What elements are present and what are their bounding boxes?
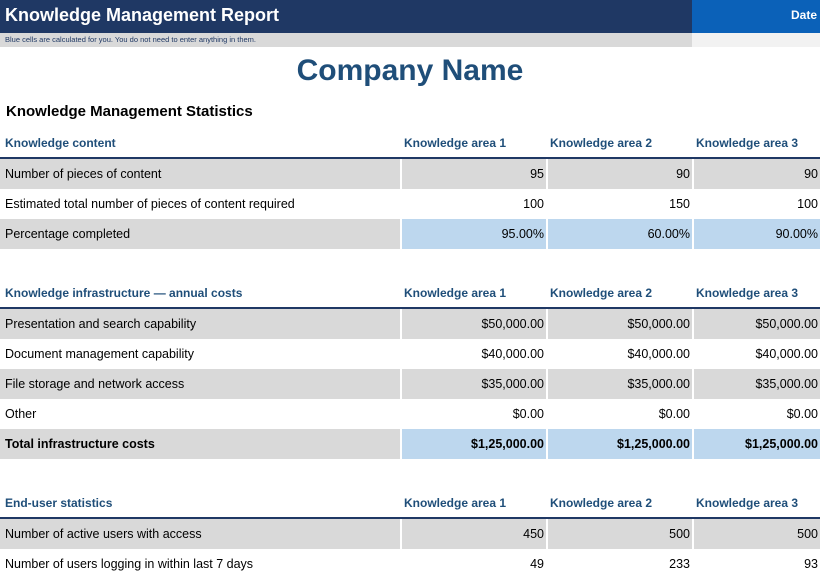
infrastructure-costs-table: Knowledge infrastructure — annual costs … xyxy=(0,279,820,459)
row-label: Number of pieces of content xyxy=(0,159,400,189)
table-row: Estimated total number of pieces of cont… xyxy=(0,189,820,219)
date-cell[interactable]: Date xyxy=(692,0,820,33)
data-cell[interactable]: $50,000.00 xyxy=(402,309,546,339)
data-cell[interactable]: $0.00 xyxy=(786,407,818,421)
header-cell: Knowledge content xyxy=(5,136,116,150)
table-row: Other $0.00 $0.00 $0.00 xyxy=(0,399,820,429)
knowledge-content-table: Knowledge content Knowledge area 1 Knowl… xyxy=(0,129,820,249)
data-cell[interactable]: 100 xyxy=(523,197,544,211)
header-cell: Knowledge area 1 xyxy=(404,136,507,150)
header-cell: Knowledge area 2 xyxy=(550,496,653,510)
row-label: Presentation and search capability xyxy=(0,309,400,339)
header-cell: Knowledge area 1 xyxy=(404,496,507,510)
end-user-statistics-table: End-user statistics Knowledge area 1 Kno… xyxy=(0,489,820,579)
data-cell[interactable]: 500 xyxy=(694,519,820,549)
table-header-row: Knowledge infrastructure — annual costs … xyxy=(0,279,820,309)
table-row: Percentage completed 95.00% 60.00% 90.00… xyxy=(0,219,820,249)
section-title: Knowledge Management Statistics xyxy=(6,103,253,120)
company-name[interactable]: Company Name xyxy=(296,54,524,87)
table-header-row: End-user statistics Knowledge area 1 Kno… xyxy=(0,489,820,519)
data-cell[interactable]: 93 xyxy=(804,557,818,571)
row-label: Number of active users with access xyxy=(0,519,400,549)
row-label: Number of users logging in within last 7… xyxy=(5,557,254,571)
data-cell[interactable]: $40,000.00 xyxy=(627,347,690,361)
note-band-right xyxy=(692,33,820,47)
data-cell[interactable]: 90 xyxy=(694,159,820,189)
data-cell[interactable]: 233 xyxy=(669,557,690,571)
data-cell[interactable]: 90 xyxy=(548,159,692,189)
calculated-cell: $1,25,000.00 xyxy=(548,429,692,459)
table-row: File storage and network access $35,000.… xyxy=(0,369,820,399)
table-header-row: Knowledge content Knowledge area 1 Knowl… xyxy=(0,129,820,159)
table-row: Number of users logging in within last 7… xyxy=(0,549,820,579)
data-cell[interactable]: 150 xyxy=(669,197,690,211)
data-cell[interactable]: 49 xyxy=(530,557,544,571)
header-cell: Knowledge area 3 xyxy=(696,286,799,300)
date-label: Date xyxy=(790,8,817,22)
table-row: Presentation and search capability $50,0… xyxy=(0,309,820,339)
table-row: Number of pieces of content 95 90 90 xyxy=(0,159,820,189)
data-cell[interactable]: 95 xyxy=(402,159,546,189)
data-cell[interactable]: $40,000.00 xyxy=(755,347,818,361)
header-cell: Knowledge area 1 xyxy=(404,286,507,300)
row-label: Other xyxy=(5,407,37,421)
data-cell[interactable]: $35,000.00 xyxy=(694,369,820,399)
row-label: Estimated total number of pieces of cont… xyxy=(5,197,295,211)
report-banner: Knowledge Management Report xyxy=(0,0,820,33)
note-band: Blue cells are calculated for you. You d… xyxy=(0,33,692,47)
calculated-cell: 60.00% xyxy=(548,219,692,249)
header-cell: Knowledge area 2 xyxy=(550,136,653,150)
header-cell: Knowledge infrastructure — annual costs xyxy=(5,286,243,300)
header-cell: Knowledge area 3 xyxy=(696,136,799,150)
row-label: Document management capability xyxy=(5,347,194,361)
calculated-cell: $1,25,000.00 xyxy=(402,429,546,459)
calculated-cell: 95.00% xyxy=(402,219,546,249)
data-cell[interactable]: $40,000.00 xyxy=(481,347,544,361)
row-label: File storage and network access xyxy=(0,369,400,399)
data-cell[interactable]: $0.00 xyxy=(658,407,690,421)
header-cell: End-user statistics xyxy=(5,496,113,510)
data-cell[interactable]: $50,000.00 xyxy=(694,309,820,339)
calculated-cell: 90.00% xyxy=(694,219,820,249)
data-cell[interactable]: $0.00 xyxy=(512,407,544,421)
table-row: Document management capability $40,000.0… xyxy=(0,339,820,369)
data-cell[interactable]: $35,000.00 xyxy=(548,369,692,399)
calculated-cell: $1,25,000.00 xyxy=(694,429,820,459)
data-cell[interactable]: 100 xyxy=(797,197,818,211)
row-label: Total infrastructure costs xyxy=(0,429,400,459)
header-cell: Knowledge area 2 xyxy=(550,286,653,300)
instruction-note: Blue cells are calculated for you. You d… xyxy=(5,35,257,44)
data-cell[interactable]: 500 xyxy=(548,519,692,549)
data-cell[interactable]: 450 xyxy=(402,519,546,549)
data-cell[interactable]: $50,000.00 xyxy=(548,309,692,339)
data-cell[interactable]: $35,000.00 xyxy=(402,369,546,399)
table-row: Number of active users with access 450 5… xyxy=(0,519,820,549)
header-cell: Knowledge area 3 xyxy=(696,496,799,510)
row-label: Percentage completed xyxy=(0,219,400,249)
report-title: Knowledge Management Report xyxy=(5,5,280,25)
total-row: Total infrastructure costs $1,25,000.00 … xyxy=(0,429,820,459)
